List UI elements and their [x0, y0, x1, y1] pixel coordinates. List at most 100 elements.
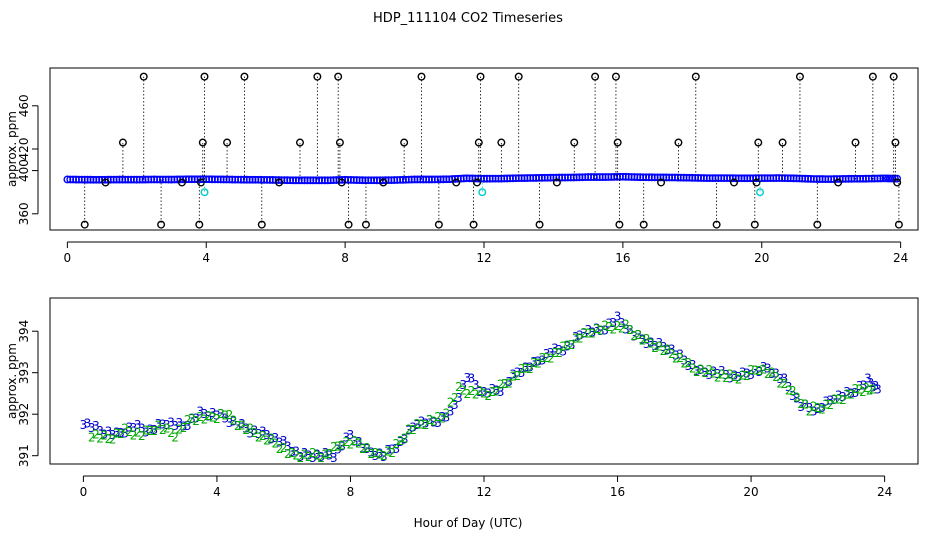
series-3-mark: 3	[188, 412, 196, 426]
series-3-mark: 3	[714, 367, 722, 381]
series-2-mark: 2	[751, 364, 759, 378]
series-2-mark: 2	[188, 411, 196, 425]
outliers-point	[893, 178, 902, 187]
outliers-point	[891, 138, 900, 147]
series-3-mark: 3	[847, 386, 855, 400]
outliers-point	[754, 138, 763, 147]
series-3-mark: 3	[551, 341, 559, 355]
series-2-mark: 2	[847, 388, 855, 402]
series-2-mark: 2	[501, 377, 509, 391]
chart-title: HDP_111104 CO2 Timeseries	[373, 11, 563, 26]
series-3-mark: 3	[301, 446, 309, 460]
series-3-mark: 3	[176, 416, 184, 430]
series-3-mark: 3	[130, 421, 138, 435]
series-3-mark: 3	[146, 423, 154, 437]
series-2-mark: 2	[822, 398, 830, 412]
series-3-mark: 3	[635, 328, 643, 342]
outliers-point	[851, 138, 860, 147]
outliers-point	[198, 138, 207, 147]
series-2-mark: 2	[430, 415, 438, 429]
series-3-mark: 3	[384, 443, 392, 457]
series-2-mark: 2	[326, 447, 334, 461]
series-3-mark: 3	[831, 393, 839, 407]
series-3-mark: 3	[134, 418, 142, 432]
outliers-point	[337, 178, 346, 187]
outliers-point	[894, 220, 903, 229]
series-2-mark: 2	[347, 437, 355, 451]
series-3-mark: 3	[867, 376, 875, 390]
series-3-mark: 3	[426, 413, 434, 427]
series-2-mark: 2	[342, 435, 350, 449]
series-3-mark: 3	[776, 372, 784, 386]
series-2-mark: 2	[489, 385, 497, 399]
series-3-mark: 3	[668, 343, 676, 357]
series-3-mark: 3	[438, 410, 446, 424]
bottom-x-tick-label: 0	[80, 485, 88, 499]
series-3-mark: 3	[418, 414, 426, 428]
series-3-mark: 3	[342, 431, 350, 445]
baseline-point	[890, 174, 899, 183]
series-2-mark: 2	[772, 370, 780, 384]
series-3-mark: 3	[643, 337, 651, 351]
series-3-mark: 3	[167, 415, 175, 429]
series-3-mark: 3	[317, 450, 325, 464]
series-3-mark: 3	[559, 344, 567, 358]
series-3-mark: 3	[100, 427, 108, 441]
outliers-point	[535, 220, 544, 229]
series-2-mark: 2	[522, 362, 530, 376]
outliers-point	[257, 220, 266, 229]
series-2-mark: 2	[125, 425, 133, 439]
series-3-mark: 3	[255, 427, 263, 441]
series-3-mark: 3	[251, 424, 259, 438]
outliers-point	[379, 178, 388, 187]
series-2-mark: 2	[852, 382, 860, 396]
series-2-mark: 2	[635, 328, 643, 342]
series-3-mark: 3	[814, 402, 822, 416]
outliers-point	[118, 138, 127, 147]
series-2-mark: 2	[276, 442, 284, 456]
series-2-mark: 2	[88, 430, 96, 444]
bottom-y-tick-label: 392	[17, 403, 31, 426]
series-2-mark: 2	[163, 421, 171, 435]
series-3-mark: 3	[860, 378, 868, 392]
series-3-mark: 3	[543, 347, 551, 361]
series-2-mark: 2	[313, 449, 321, 463]
series-3-mark: 3	[497, 385, 505, 399]
calibration-point	[756, 188, 765, 197]
series-3-mark: 3	[405, 423, 413, 437]
series-3-mark: 3	[192, 412, 200, 426]
series-3-mark: 3	[376, 446, 384, 460]
outliers-point	[400, 138, 409, 147]
outliers-point	[240, 72, 249, 81]
series-3-mark: 3	[672, 348, 680, 362]
series-2-mark: 2	[797, 397, 805, 411]
series-3-mark: 3	[756, 365, 764, 379]
outliers-point	[750, 220, 759, 229]
series-2-mark: 2	[451, 391, 459, 405]
outliers-point	[139, 72, 148, 81]
series-2-mark: 2	[831, 392, 839, 406]
series-3-mark: 3	[685, 359, 693, 373]
series-3-mark: 3	[743, 367, 751, 381]
series-2-mark: 2	[134, 426, 142, 440]
bottom-data-marks: 3333333333333333333333333333333333333333…	[80, 309, 882, 465]
series-3-mark: 3	[630, 330, 638, 344]
series-2-mark: 2	[209, 410, 217, 424]
series-3-mark: 3	[806, 401, 814, 415]
series-2-mark: 2	[463, 387, 471, 401]
series-3-mark: 3	[180, 420, 188, 434]
series-2-mark: 2	[468, 384, 476, 398]
series-2-mark: 2	[722, 371, 730, 385]
series-3-mark: 3	[706, 368, 714, 382]
series-3-mark: 3	[334, 442, 342, 456]
outliers-point	[101, 178, 110, 187]
series-2-mark: 2	[568, 338, 576, 352]
series-2-mark: 2	[843, 387, 851, 401]
series-3-mark: 3	[480, 385, 488, 399]
series-2-mark: 2	[201, 413, 209, 427]
series-2-mark: 2	[626, 323, 634, 337]
series-2-mark: 2	[676, 351, 684, 365]
bottom-panel: approx. ppm 3333333333333333333333333333…	[5, 297, 919, 499]
series-3-mark: 3	[839, 390, 847, 404]
